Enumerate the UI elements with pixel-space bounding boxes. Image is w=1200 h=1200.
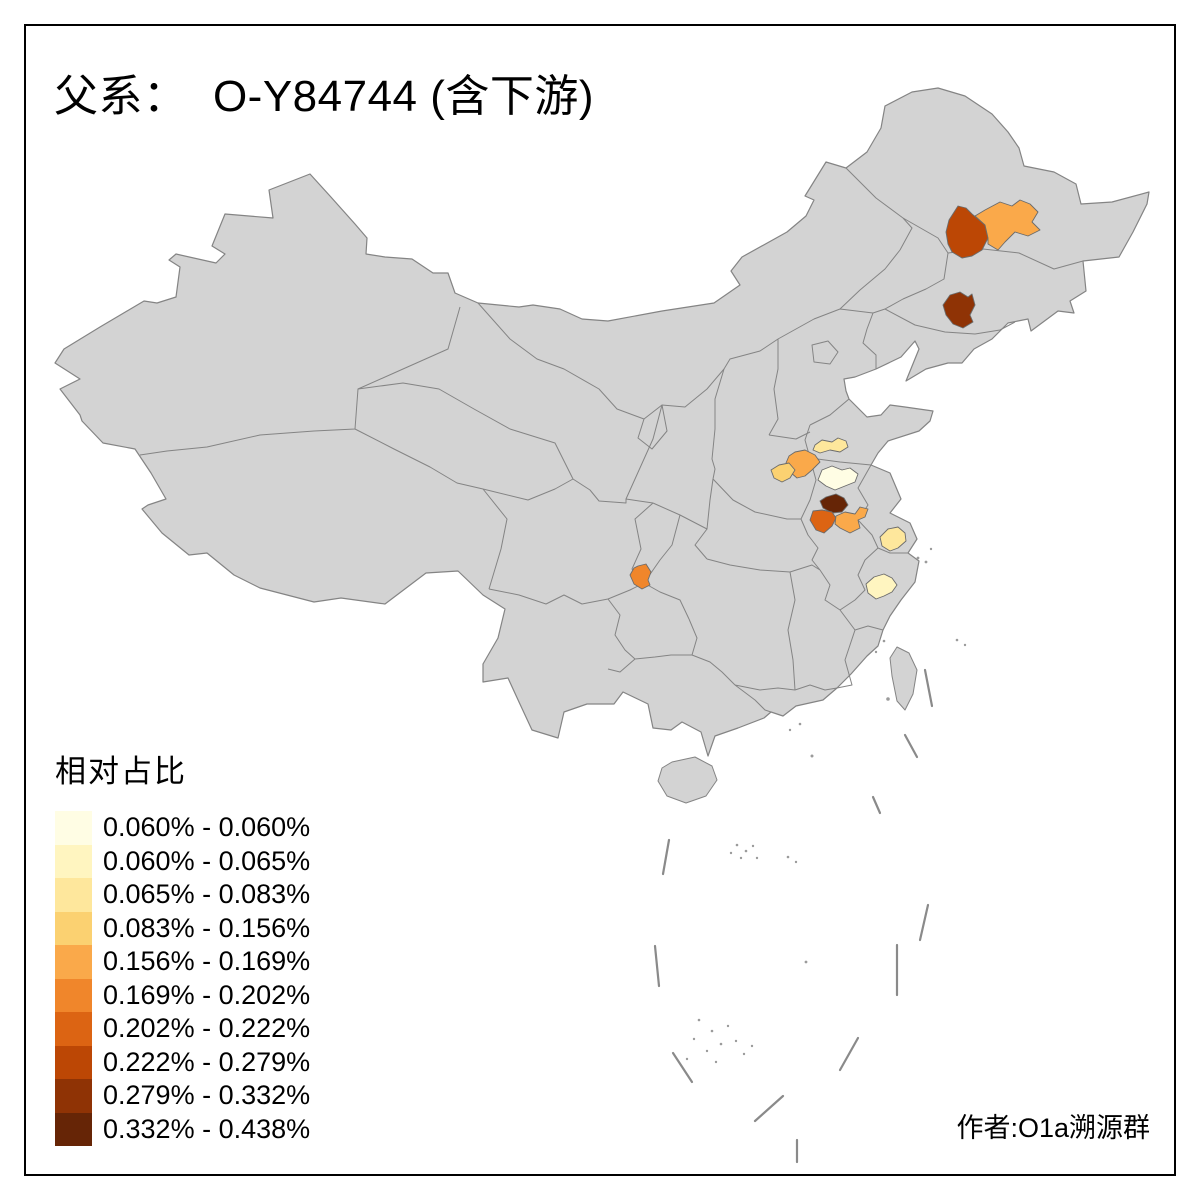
legend-swatch — [55, 978, 92, 1012]
legend-swatch — [55, 945, 92, 979]
plot-frame — [24, 24, 1176, 1176]
region-northeast-inner-mongolia-west — [945, 205, 989, 259]
region-central-plain-south-right — [834, 506, 869, 534]
region-northeast-east — [974, 199, 1041, 251]
legend-swatch — [55, 811, 92, 845]
taiwan-island — [889, 646, 918, 711]
legend: 相对占比 0.060% - 0.060% 0.060% - 0.065% 0.065… — [55, 746, 310, 1146]
legend-swatch — [55, 844, 92, 878]
legend-swatch — [55, 878, 92, 912]
page-title: 父系： O-Y84744 (含下游) — [54, 72, 595, 121]
nine-dash-line — [653, 668, 934, 1164]
legend-row: 0.065% - 0.083% — [55, 878, 310, 912]
hainan-island — [657, 756, 718, 804]
region-southwest-chongqing-area — [629, 563, 652, 590]
legend-swatch — [55, 911, 92, 945]
region-northeast-jilin — [942, 291, 976, 329]
region-east-zhejiang — [865, 573, 898, 600]
legend-row: 0.083% - 0.156% — [55, 911, 311, 945]
china-mainland — [54, 87, 1150, 757]
legend-swatch — [55, 1112, 92, 1146]
region-central-plain-south-left — [809, 509, 837, 534]
legend-swatch — [55, 1045, 92, 1079]
legend-label: 0.279% - 0.332% — [103, 1080, 311, 1111]
legend-label: 0.202% - 0.222% — [103, 1013, 311, 1044]
legend-label: 0.060% - 0.065% — [103, 845, 311, 876]
legend-label: 0.060% - 0.060% — [103, 812, 311, 843]
legend-row: 0.222% - 0.279% — [55, 1045, 311, 1079]
region-central-plain-center-cream — [817, 465, 859, 491]
legend-title: 相对占比 — [55, 754, 187, 789]
legend-label: 0.169% - 0.202% — [103, 979, 311, 1010]
legend-label: 0.332% - 0.438% — [103, 1113, 311, 1144]
legend-row: 0.332% - 0.438% — [55, 1112, 311, 1146]
choropleth-regions — [629, 199, 1041, 600]
legend-row: 0.169% - 0.202% — [55, 978, 311, 1012]
legend-row: 0.202% - 0.222% — [55, 1012, 310, 1046]
legend-row: 0.060% - 0.060% — [55, 811, 310, 845]
legend-swatch — [55, 1012, 92, 1046]
legend-label: 0.222% - 0.279% — [103, 1046, 311, 1077]
region-north-china-plain-north — [812, 437, 849, 454]
region-east-south-jiangsu — [879, 526, 907, 552]
legend-swatch — [55, 1079, 92, 1113]
legend-label: 0.065% - 0.083% — [103, 879, 311, 910]
legend-rows: 0.060% - 0.060% 0.060% - 0.065% 0.065% - 0… — [55, 811, 310, 1146]
attribution: 作者:O1a溯源群 — [956, 1113, 1150, 1143]
legend-row: 0.279% - 0.332% — [55, 1079, 310, 1113]
region-central-plain-dark-brown — [819, 493, 849, 514]
legend-label: 0.083% - 0.156% — [103, 912, 311, 943]
region-central-plain-west-small — [770, 462, 796, 483]
coastal-islets — [788, 547, 967, 732]
legend-row: 0.156% - 0.169% — [55, 945, 310, 979]
south-china-sea-islands — [685, 754, 814, 1064]
legend-label: 0.156% - 0.169% — [103, 946, 311, 977]
legend-row: 0.060% - 0.065% — [55, 844, 311, 878]
